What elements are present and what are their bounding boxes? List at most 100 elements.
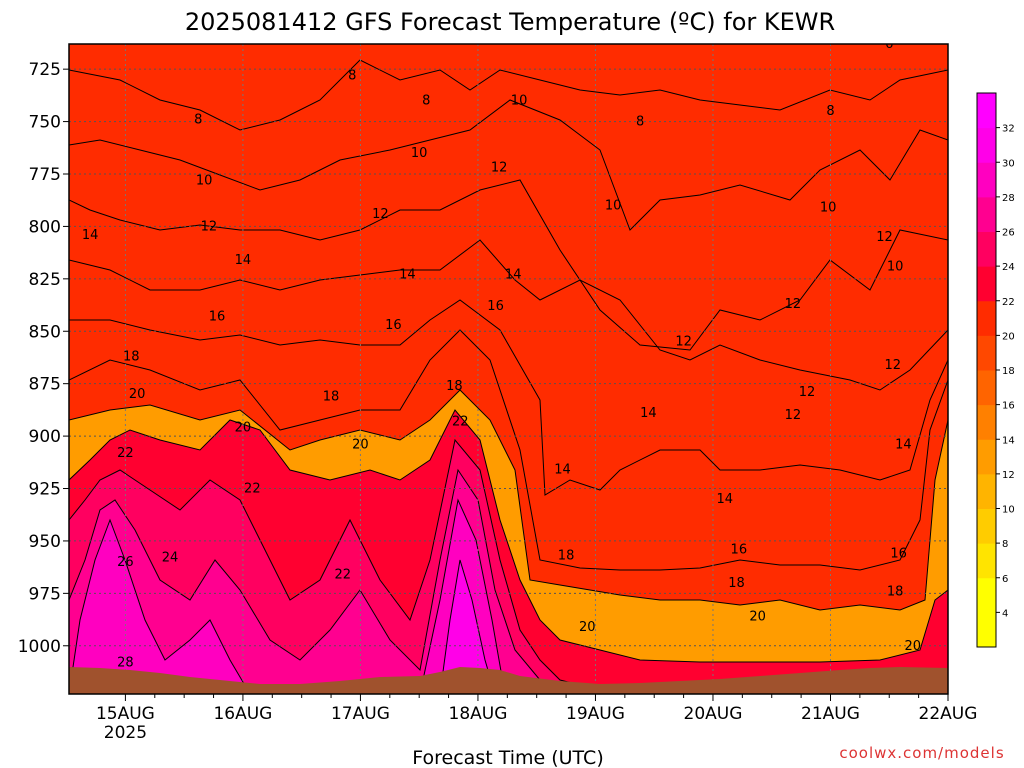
contour-label: 18 bbox=[323, 389, 340, 404]
contour-label: 16 bbox=[385, 318, 402, 333]
ground-terrain bbox=[69, 667, 948, 694]
contour-label: 8 bbox=[636, 115, 644, 130]
contour-label: 20 bbox=[904, 639, 921, 654]
contour-line bbox=[69, 44, 948, 231]
contour-label: 10 bbox=[820, 201, 837, 216]
contour-label: 22 bbox=[117, 446, 134, 461]
contour-label: 18 bbox=[558, 549, 575, 564]
contour-label: 20 bbox=[129, 387, 146, 402]
contour-label: 16 bbox=[209, 310, 226, 325]
contour-label: 10 bbox=[887, 259, 904, 274]
colorbar-label: 28 bbox=[1002, 193, 1015, 204]
contour-label: 20 bbox=[352, 437, 369, 452]
x-tick-label: 17AUG bbox=[331, 704, 390, 724]
colorbar-label: 24 bbox=[1002, 262, 1015, 273]
contour-label: 18 bbox=[887, 584, 904, 599]
temperature-fills bbox=[69, 44, 948, 694]
x-tick-label: 16AUG bbox=[213, 704, 272, 724]
colorbar-swatch bbox=[977, 370, 996, 406]
contour-line bbox=[69, 409, 948, 694]
y-tick-label: 900 bbox=[29, 427, 61, 447]
colorbar-label: 16 bbox=[1002, 401, 1015, 412]
colorbar-swatch bbox=[977, 127, 996, 163]
colorbar-label: 18 bbox=[1002, 366, 1015, 377]
x-tick-label: 15AUG bbox=[96, 704, 155, 724]
colorbar-swatch bbox=[977, 473, 996, 509]
contour-label: 14 bbox=[640, 406, 657, 421]
contour-label: 18 bbox=[123, 349, 140, 364]
contour-label: 16 bbox=[487, 299, 504, 314]
colorbar-label: 4 bbox=[1002, 608, 1008, 619]
colorbar-label: 20 bbox=[1002, 331, 1015, 342]
y-tick-label: 950 bbox=[29, 532, 61, 552]
contour-line bbox=[69, 44, 948, 496]
contour-lines bbox=[69, 44, 948, 694]
contour-label: 8 bbox=[826, 104, 834, 119]
contour-label: 24 bbox=[162, 551, 179, 566]
contour-label: 12 bbox=[372, 207, 389, 222]
contour-label: 12 bbox=[201, 219, 218, 234]
colorbar-label: 6 bbox=[1002, 574, 1008, 585]
contour-label: 8 bbox=[422, 94, 430, 109]
colorbar-swatch bbox=[977, 231, 996, 267]
chart-title: 2025081412 GFS Forecast Temperature (ºC)… bbox=[185, 8, 835, 36]
x-tick-label: 19AUG bbox=[566, 704, 625, 724]
contour-line bbox=[69, 518, 251, 694]
contour-label: 10 bbox=[411, 146, 428, 161]
y-tick-label: 1000 bbox=[18, 637, 61, 657]
temperature-band bbox=[69, 44, 948, 610]
x-axis-label: Forecast Time (UTC) bbox=[412, 747, 603, 768]
x-tick-label: 18AUG bbox=[449, 704, 508, 724]
x-tick-label: 21AUG bbox=[801, 704, 860, 724]
colorbar-label: 32 bbox=[1002, 124, 1015, 135]
colorbar: 4 6 8 10 12 14 16 18 20 22 24 26 28 30 32 bbox=[976, 92, 1015, 648]
contour-label: 8 bbox=[194, 112, 202, 127]
x-tick-label: 22AUG bbox=[919, 704, 978, 724]
colorbar-label: 22 bbox=[1002, 297, 1015, 308]
y-tick-label: 750 bbox=[29, 113, 61, 133]
contour-line bbox=[69, 468, 561, 694]
colorbar-swatch bbox=[977, 612, 996, 647]
y-tick-label: 875 bbox=[29, 375, 61, 395]
contour-label: 12 bbox=[876, 230, 893, 245]
contour-label: 12 bbox=[491, 161, 508, 176]
colorbar-label: 14 bbox=[1002, 435, 1015, 446]
contour-line bbox=[69, 44, 948, 611]
y-axis: 725 750 775 800 825 850 875 900 925 950 975 1000 bbox=[18, 60, 69, 657]
colorbar-label: 26 bbox=[1002, 228, 1015, 239]
y-tick-label: 725 bbox=[29, 60, 61, 80]
credit-text: coolwx.com/models bbox=[839, 744, 1004, 762]
contour-label: 16 bbox=[731, 542, 748, 557]
contour-label: 12 bbox=[799, 385, 816, 400]
colorbar-label: 30 bbox=[1002, 158, 1015, 169]
x-tick-sublabel: 2025 bbox=[104, 723, 147, 743]
contour-line bbox=[69, 438, 948, 694]
contour-label: 12 bbox=[785, 408, 802, 423]
contour-label: 10 bbox=[196, 173, 213, 188]
contour-label: 18 bbox=[446, 379, 463, 394]
contour-label: 22 bbox=[244, 482, 261, 497]
contour-label: 14 bbox=[399, 268, 416, 283]
contour-label: 6 bbox=[885, 37, 893, 52]
colorbar-swatch bbox=[977, 439, 996, 475]
contour-labels: 8 8 8 8 8 10 10 10 10 10 10 12 12 12 12 12 12 12 12 12 14 14 1… bbox=[82, 37, 921, 671]
contour-label: 14 bbox=[716, 492, 733, 507]
temperature-band bbox=[440, 560, 495, 694]
contour-label: 20 bbox=[749, 609, 766, 624]
contour-label: 12 bbox=[785, 297, 802, 312]
y-tick-label: 925 bbox=[29, 480, 61, 500]
contour-label: 16 bbox=[890, 547, 907, 562]
temperature-band bbox=[69, 520, 250, 694]
colorbar-swatch bbox=[977, 196, 996, 232]
colorbar-swatch bbox=[977, 543, 996, 579]
contour-label: 20 bbox=[579, 620, 596, 635]
y-tick-label: 775 bbox=[29, 165, 61, 185]
colorbar-swatch bbox=[977, 93, 996, 129]
colorbar-swatch bbox=[977, 266, 996, 302]
colorbar-label: 8 bbox=[1002, 539, 1008, 550]
contour-label: 14 bbox=[505, 268, 522, 283]
y-tick-label: 850 bbox=[29, 322, 61, 342]
contour-label: 14 bbox=[554, 463, 571, 478]
contour-label: 14 bbox=[235, 253, 252, 268]
